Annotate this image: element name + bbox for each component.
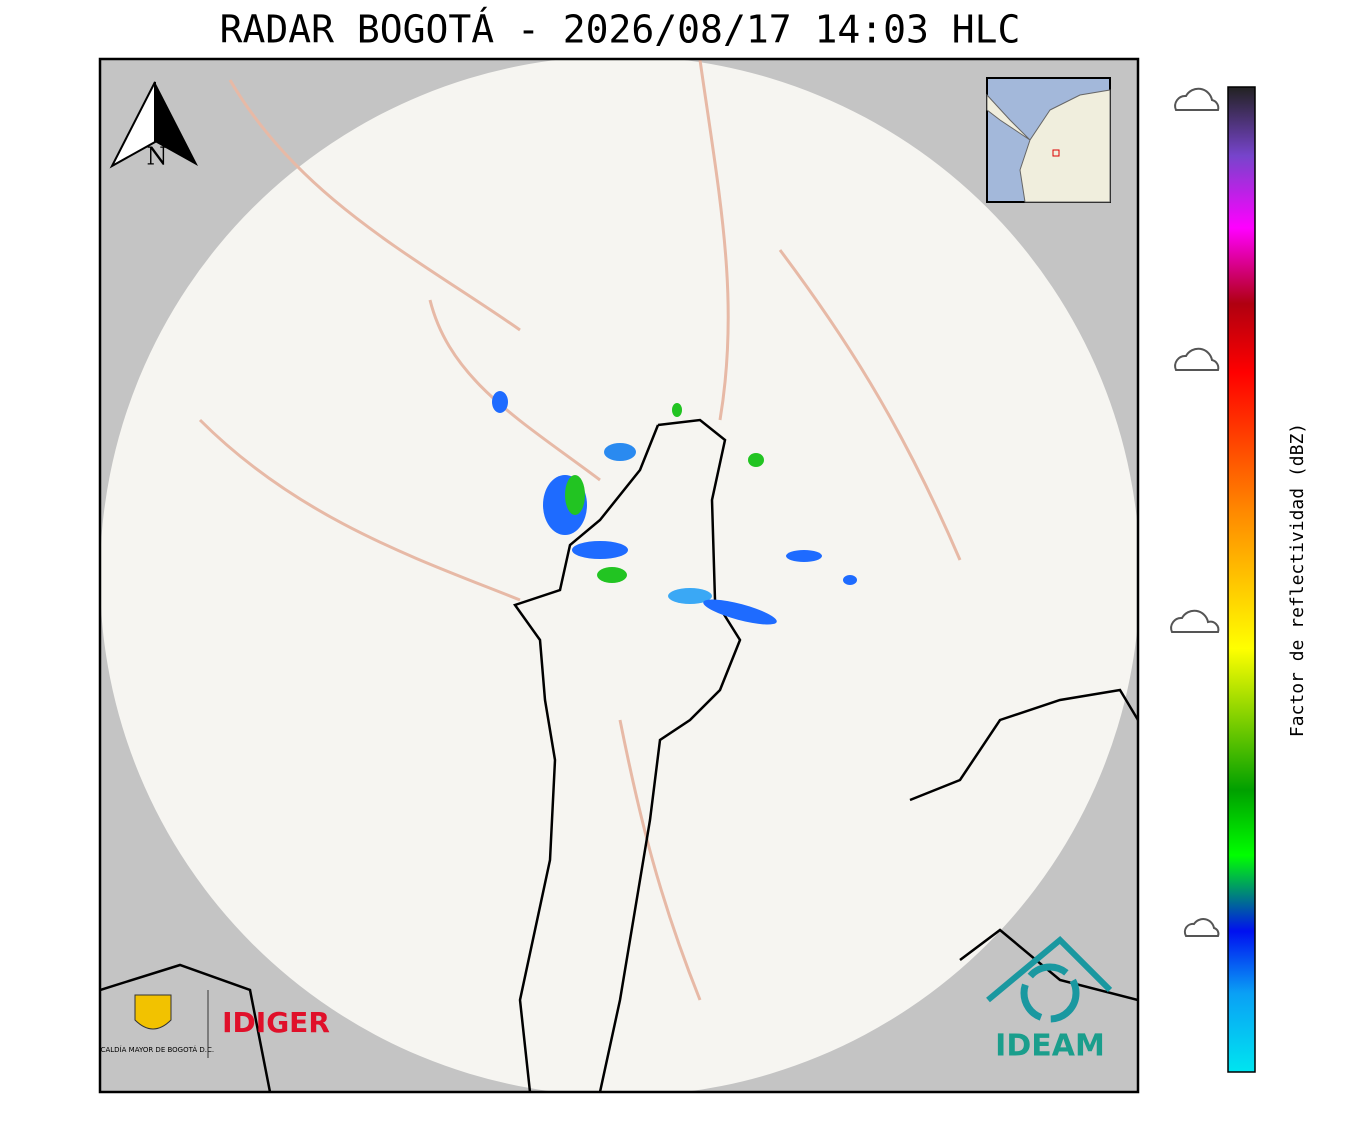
inset-land: [1019, 89, 1111, 203]
ideam-roof: [986, 935, 1113, 1003]
map-area: N ALCALDÍA MAYOR DE BOGOTÁ D.C. IDIGER I…: [92, 59, 1138, 1092]
radar-echo: [748, 453, 764, 467]
radar-echo: [565, 475, 585, 515]
cloud-icon: [1183, 918, 1220, 937]
legend: [1170, 87, 1220, 937]
cloud-icon: [1174, 347, 1220, 371]
radar-echo: [786, 550, 822, 562]
cloud-icon: [1174, 87, 1220, 111]
alcaldia-shield: [134, 994, 172, 1030]
ideam-logo: IDEAM: [995, 1029, 1105, 1064]
north-arrow: [155, 82, 198, 166]
ideam-swirl: [1020, 963, 1080, 1023]
idiger-logo: IDIGER: [222, 1006, 330, 1039]
cloud-icon: [1170, 609, 1220, 633]
radar-echo: [668, 588, 712, 604]
radar-echoes: [492, 391, 857, 625]
boundary: [512, 418, 742, 1092]
north-label: N: [147, 143, 168, 171]
boundary: [100, 688, 1138, 1092]
road: [198, 59, 962, 1001]
radar-echo: [492, 391, 508, 413]
legend-icons: [1170, 87, 1220, 937]
inset-marker: [1052, 149, 1060, 157]
map-frame: [98, 57, 1140, 1094]
colorbar-label: Factor de reflectividad (dBZ): [1287, 423, 1308, 737]
alcaldia-logo: ALCALDÍA MAYOR DE BOGOTÁ D.C.: [92, 1045, 214, 1054]
radar-echo: [703, 599, 777, 625]
colorbar: [1227, 86, 1256, 1073]
radar-echo: [572, 541, 628, 559]
radar-echo: [604, 443, 636, 461]
title: RADAR BOGOTÁ - 2026/08/17 14:03 HLC: [220, 8, 1021, 52]
radar-echo: [597, 567, 627, 583]
inset-land: [986, 93, 1031, 141]
radar-echo: [672, 403, 682, 417]
radar-echo: [843, 575, 857, 585]
